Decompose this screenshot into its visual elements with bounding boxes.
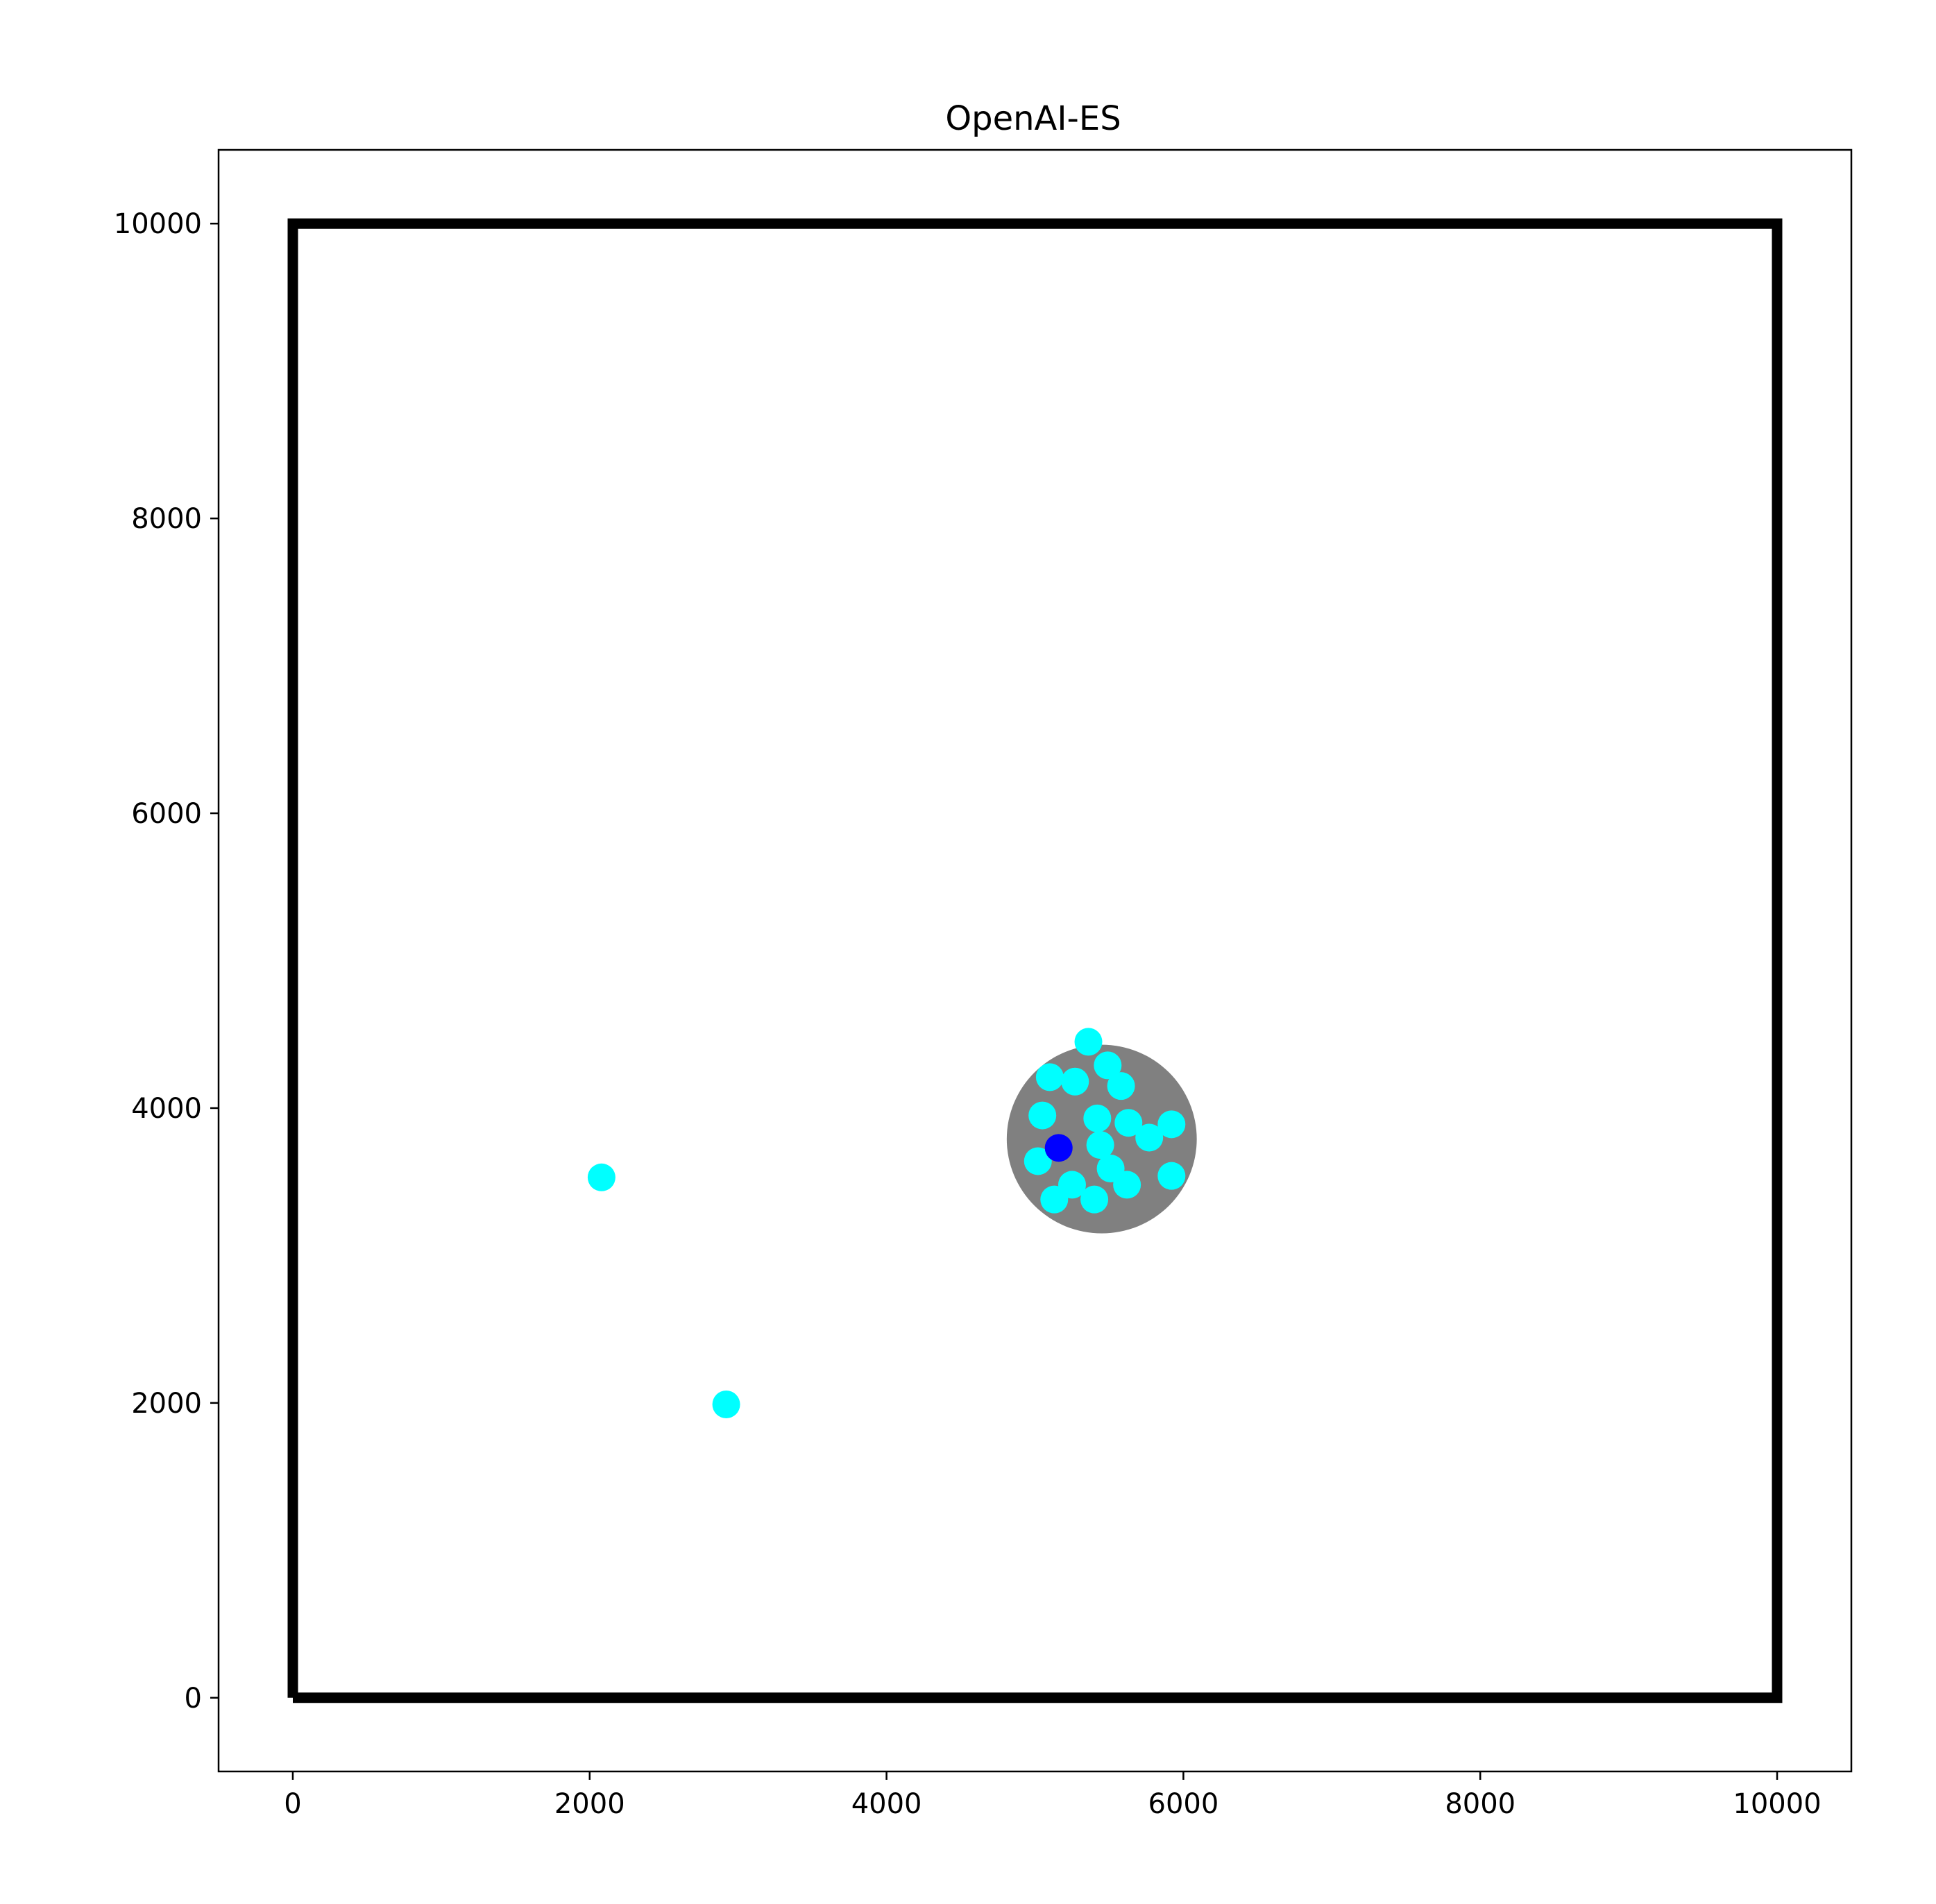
- point-series-0-0: [1074, 1028, 1103, 1056]
- x-tick-label: 2000: [554, 1788, 625, 1820]
- point-series-0-1: [1094, 1051, 1122, 1080]
- point-series-0-19: [712, 1390, 740, 1418]
- x-tick-label: 0: [284, 1788, 301, 1820]
- point-series-0-2: [1107, 1072, 1135, 1100]
- y-tick-label: 0: [185, 1683, 202, 1715]
- y-tick-label: 6000: [131, 798, 202, 830]
- plot-area: [287, 218, 1783, 1703]
- point-series-0-7: [1114, 1109, 1143, 1137]
- point-series-0-11: [1024, 1147, 1052, 1175]
- point-series-0-5: [1028, 1101, 1057, 1130]
- y-tick-label: 8000: [131, 503, 202, 535]
- point-series-0-10: [1086, 1131, 1114, 1159]
- point-series-0-18: [587, 1163, 615, 1191]
- x-tick-label: 10000: [1733, 1788, 1821, 1820]
- point-series-1-0: [1044, 1134, 1073, 1162]
- point-series-0-9: [1135, 1123, 1164, 1152]
- point-series-0-4: [1061, 1067, 1089, 1096]
- point-series-0-16: [1040, 1185, 1069, 1214]
- point-series-0-13: [1157, 1162, 1186, 1190]
- chart-title: OpenAI-ES: [945, 99, 1121, 138]
- boundary-line: [287, 218, 1783, 1703]
- axes-frame: [217, 148, 1853, 1773]
- y-axis: 0 2000 4000 6000 8000 10000: [114, 208, 219, 1715]
- x-tick-label: 8000: [1445, 1788, 1515, 1820]
- y-tick-label: 10000: [114, 208, 202, 240]
- point-series-0-6: [1083, 1104, 1112, 1132]
- point-series-0-15: [1113, 1171, 1141, 1199]
- x-tick-label: 6000: [1148, 1788, 1219, 1820]
- point-series-0-17: [1080, 1185, 1109, 1214]
- y-tick-label: 2000: [131, 1388, 202, 1420]
- point-series-0-8: [1157, 1110, 1186, 1139]
- y-tick-label: 4000: [131, 1093, 202, 1125]
- x-tick-label: 4000: [851, 1788, 922, 1820]
- point-series-0-3: [1035, 1063, 1064, 1091]
- x-axis: 0 2000 4000 6000 8000 10000: [284, 1771, 1822, 1820]
